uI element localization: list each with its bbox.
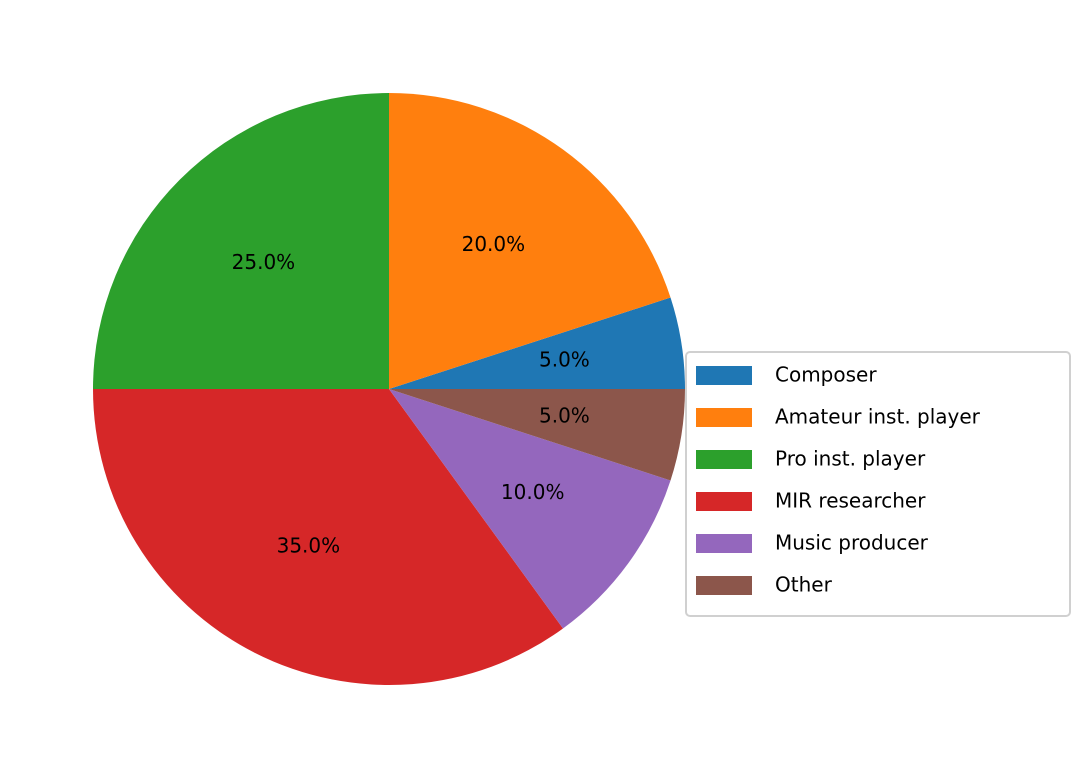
pie-wedge (93, 93, 389, 389)
legend-label: Other (775, 573, 833, 597)
wedge-label: 10.0% (501, 480, 565, 504)
legend-label: MIR researcher (775, 489, 926, 513)
legend-label: Amateur inst. player (775, 405, 981, 429)
wedge-label: 35.0% (277, 534, 341, 558)
legend-swatch (696, 492, 752, 511)
legend-label: Music producer (775, 531, 929, 555)
wedge-label: 20.0% (462, 232, 526, 256)
pie-wedge (389, 93, 671, 389)
legend: Composer Amateur inst. player Pro inst. pl… (685, 351, 1071, 617)
pie-wedge (389, 297, 685, 389)
legend-frame (685, 351, 1071, 617)
legend-swatch (696, 408, 752, 427)
wedge-label: 5.0% (539, 403, 590, 427)
legend-swatch (696, 450, 752, 469)
legend-swatch (696, 366, 752, 385)
legend-swatch (696, 534, 752, 553)
pie-wedge (389, 389, 685, 481)
wedge-label: 5.0% (539, 348, 590, 372)
pie-wedge (92, 389, 563, 686)
wedge-label: 25.0% (232, 250, 296, 274)
legend-label: Composer (775, 363, 877, 387)
legend-swatch (696, 576, 752, 595)
pie-wedge (389, 389, 671, 629)
legend-label: Pro inst. player (775, 447, 926, 471)
